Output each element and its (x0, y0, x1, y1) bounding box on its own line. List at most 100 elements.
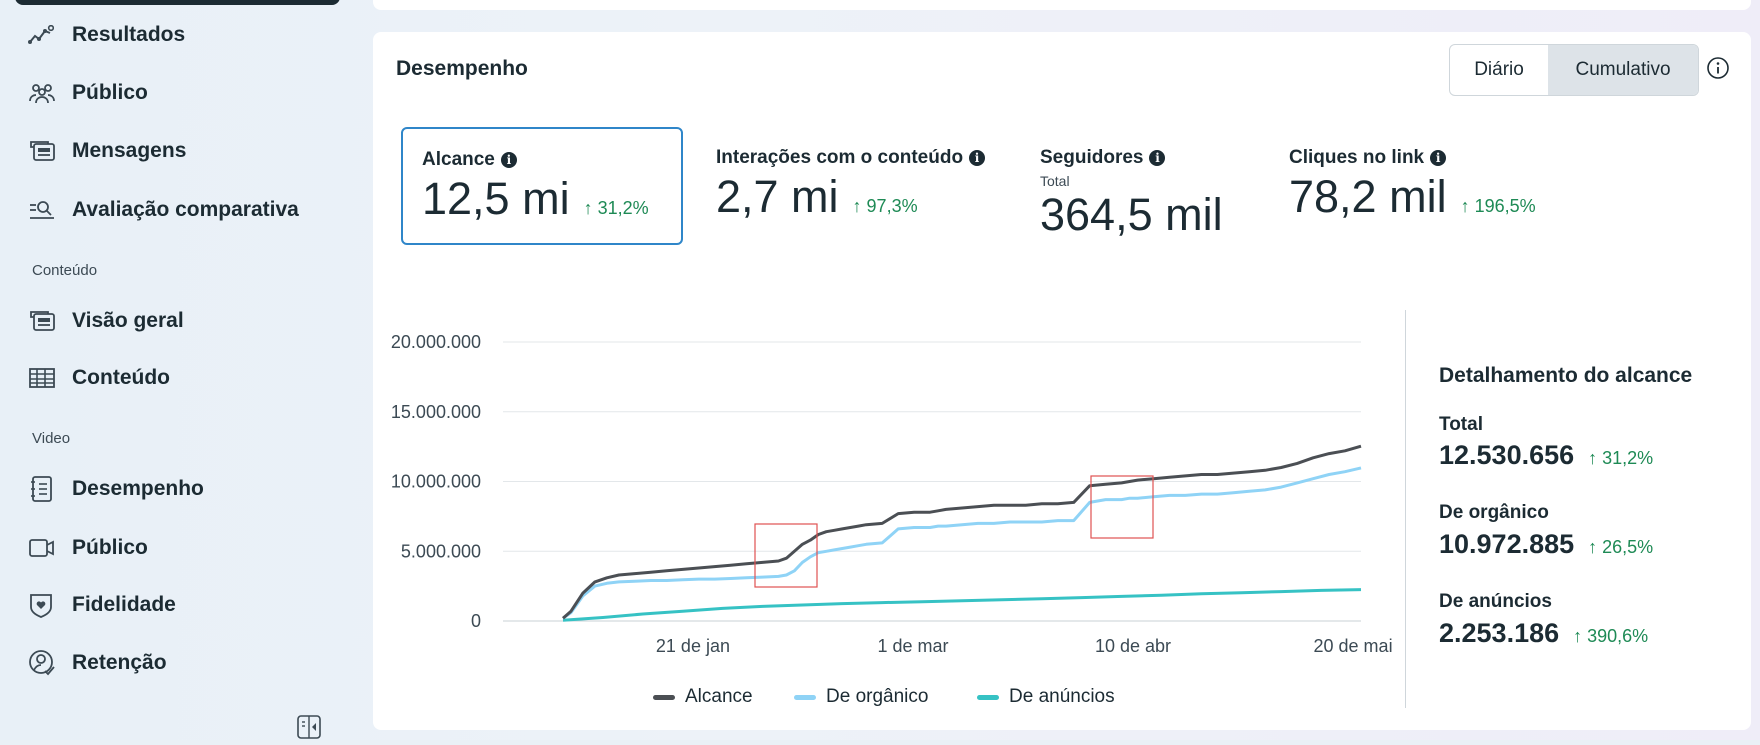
panel-divider (1405, 310, 1406, 708)
trend-line-icon (28, 21, 58, 49)
card-title: Desempenho (396, 57, 528, 80)
sidebar-item-label: Público (72, 536, 148, 559)
sidebar-item-publico-video[interactable]: Público (28, 533, 148, 563)
sidebar-item-label: Público (72, 81, 148, 104)
sidebar-item-retencao[interactable]: Retenção (28, 648, 167, 678)
sidebar-item-visao-geral[interactable]: Visão geral (28, 306, 184, 336)
metric-card-interacoes[interactable]: Interações com o conteúdo i 2,7 mi ↑ 97,3… (716, 127, 1016, 241)
sidebar-item-publico[interactable]: Público (28, 78, 148, 108)
sidebar-item-avaliacao-comparativa[interactable]: Avaliação comparativa (28, 195, 299, 225)
info-icon[interactable] (1706, 56, 1730, 80)
sidebar-section-conteudo: Conteúdo (32, 262, 98, 279)
metric-value: 2,7 mi (716, 171, 839, 222)
metric-card-cliques[interactable]: Cliques no link i 78,2 mil ↑ 196,5% (1289, 127, 1589, 241)
overview-cards-icon (28, 307, 58, 335)
metric-card-alcance[interactable]: Alcance i 12,5 mi ↑ 31,2% (401, 127, 683, 245)
metric-value: 78,2 mil (1289, 171, 1447, 222)
metric-value-row: 2,7 mi ↑ 97,3% (716, 171, 985, 223)
metric-value-row: 78,2 mil ↑ 196,5% (1289, 171, 1536, 223)
breakdown-change: ↑ 31,2% (1588, 448, 1654, 468)
table-grid-icon (28, 364, 58, 392)
y-tick-label: 10.000.000 (391, 472, 481, 492)
metric-value: 364,5 mil (1040, 189, 1223, 240)
people-group-icon (28, 79, 58, 107)
y-tick-label: 20.000.000 (391, 332, 481, 352)
toggle-daily-button[interactable]: Diário (1474, 59, 1524, 80)
breakdown-label-anuncios: De anúncios (1439, 591, 1552, 612)
breakdown-label-organico: De orgânico (1439, 502, 1549, 523)
sidebar: Resultados Público Mensagens Avaliação c… (0, 0, 372, 740)
x-tick-label: 10 de abr (1095, 636, 1171, 656)
breakdown-change: ↑ 390,6% (1573, 626, 1649, 646)
performance-card: Desempenho Diário Cumulativo Alcance i 12… (373, 32, 1751, 730)
breakdown-change: ↑ 26,5% (1588, 537, 1654, 557)
metric-label: Seguidores i (1040, 147, 1223, 169)
sidebar-item-label: Visão geral (72, 309, 184, 332)
sidebar-item-fidelidade[interactable]: Fidelidade (28, 590, 176, 620)
view-mode-toggle: Diário Cumulativo (1449, 44, 1699, 96)
legend-label: De anúncios (1009, 686, 1115, 707)
highlight-box (1090, 475, 1154, 539)
y-tick-label: 15.000.000 (391, 402, 481, 422)
shield-heart-icon (28, 591, 58, 619)
video-camera-icon (28, 534, 58, 562)
metric-value-row: 364,5 mil (1040, 189, 1223, 241)
metric-info-icon[interactable]: i (1149, 150, 1166, 166)
messages-card-icon (28, 137, 58, 165)
legend-label: Alcance (685, 686, 753, 707)
breakdown-number: 12.530.656 (1439, 440, 1575, 470)
legend-item-anuncios[interactable]: De anúncios (977, 686, 1115, 708)
legend-item-alcance[interactable]: Alcance (653, 686, 753, 708)
user-check-icon (28, 649, 58, 677)
sidebar-item-label: Mensagens (72, 139, 187, 162)
metric-card-seguidores[interactable]: Seguidores i Total 364,5 mil (1040, 127, 1260, 257)
sidebar-item-desempenho[interactable]: Desempenho (28, 474, 204, 504)
sidebar-item-label: Fidelidade (72, 593, 176, 616)
sidebar-section-video: Video (32, 430, 71, 447)
notebook-list-icon (28, 475, 58, 503)
benchmark-search-icon (28, 196, 58, 224)
sidebar-item-label: Retenção (72, 651, 167, 674)
sidebar-item-label: Conteúdo (72, 366, 170, 389)
collapse-sidebar-icon[interactable] (296, 714, 322, 740)
breakdown-number: 2.253.186 (1439, 618, 1560, 648)
breakdown-number: 10.972.885 (1439, 529, 1575, 559)
highlight-box (754, 523, 818, 588)
legend-swatch (794, 694, 816, 700)
x-tick-label: 20 de mai (1314, 636, 1393, 656)
metric-label: Cliques no link i (1289, 147, 1536, 169)
sidebar-item-mensagens[interactable]: Mensagens (28, 136, 186, 166)
legend-swatch (653, 694, 675, 700)
sidebar-item-label: Desempenho (72, 477, 204, 500)
sidebar-item-resultados[interactable]: Resultados (28, 20, 185, 50)
sidebar-item-label: Resultados (72, 23, 186, 46)
x-tick-label: 21 de jan (656, 636, 730, 656)
legend-swatch (977, 694, 999, 700)
reach-line-chart: 20.000.000 15.000.000 10.000.000 5.000.000 0… (391, 332, 1393, 656)
series-line-organico (562, 466, 1362, 620)
metric-value: 12,5 mi (422, 173, 570, 224)
previous-card-bottom (373, 0, 1751, 10)
sidebar-selected-item-edge[interactable] (15, 0, 340, 5)
metric-value-row: 12,5 mi ↑ 31,2% (422, 173, 649, 225)
metric-change: ↑ 196,5% (1460, 196, 1536, 216)
y-tick-label: 5.000.000 (401, 541, 481, 561)
metric-change: ↑ 31,2% (583, 198, 649, 218)
breakdown-title: Detalhamento do alcance (1439, 364, 1693, 387)
metric-sublabel: Total (1040, 173, 1070, 189)
sidebar-item-conteudo[interactable]: Conteúdo (28, 363, 170, 393)
y-tick-label: 0 (471, 611, 481, 631)
toggle-cumulative-button[interactable]: Cumulativo (1548, 45, 1698, 95)
metric-label: Alcance i (422, 149, 649, 171)
metric-label: Interações com o conteúdo i (716, 147, 986, 169)
metric-info-icon[interactable]: i (969, 150, 986, 166)
breakdown-value-organico: 10.972.885 ↑ 26,5% (1439, 529, 1653, 560)
breakdown-label-total: Total (1439, 414, 1483, 435)
x-tick-label: 1 de mar (878, 636, 949, 656)
series-line-anuncios (562, 588, 1362, 622)
legend-item-organico[interactable]: De orgânico (794, 686, 928, 708)
breakdown-value-total: 12.530.656 ↑ 31,2% (1439, 440, 1653, 471)
metric-info-icon[interactable]: i (500, 152, 517, 168)
metric-info-icon[interactable]: i (1430, 150, 1447, 166)
sidebar-item-label: Avaliação comparativa (72, 198, 299, 221)
